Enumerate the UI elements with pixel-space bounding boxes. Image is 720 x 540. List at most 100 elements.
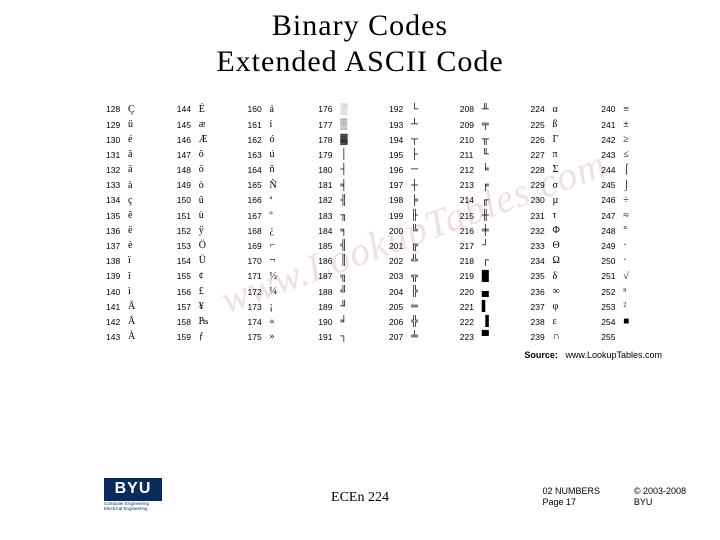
ascii-char: ╪ [482,226,500,236]
ascii-row: 147ô [177,148,242,163]
ascii-char: £ [199,287,217,297]
ascii-char: ö [199,165,217,175]
ascii-code: 162 [248,136,270,145]
ascii-code: 201 [389,242,411,251]
ascii-char: ê [128,211,146,221]
ascii-code: 200 [389,227,411,236]
ascii-row: 139î [106,269,171,284]
ascii-char: ≥ [623,135,641,145]
ascii-row: 156£ [177,284,242,299]
ascii-char: ò [199,181,217,191]
ascii-char: æ [199,120,217,130]
ascii-char: ╗ [340,272,358,282]
ascii-column: 144É145æ146Æ147ô148ö149ò150û151ù152ÿ153Ö… [177,102,242,345]
ascii-row: 203╦ [389,269,454,284]
ascii-char: ├ [411,150,429,160]
ascii-row: 130é [106,132,171,147]
ascii-char: ÿ [199,226,217,236]
ascii-char: ═ [411,302,429,312]
ascii-code: 216 [460,227,482,236]
ascii-char: ╔ [411,241,429,251]
ascii-code: 253 [601,303,623,312]
ascii-char: ╣ [340,241,358,251]
ascii-char: » [270,332,288,342]
ascii-char: ë [128,226,146,236]
ascii-code: 172 [248,288,270,297]
ascii-char: Φ [553,226,571,236]
ascii-code: 157 [177,303,199,312]
ascii-code: 150 [177,196,199,205]
copyright-bottom: BYU [634,497,686,508]
copyright-top: © 2003-2008 [634,486,686,497]
ascii-row: 195├ [389,148,454,163]
ascii-row: 148ö [177,163,242,178]
ascii-char: ü [128,120,146,130]
ascii-char: · [623,241,641,251]
ascii-row: 187╗ [318,269,383,284]
ascii-row: 223▀ [460,330,525,345]
ascii-code: 164 [248,166,270,175]
ascii-code: 142 [106,318,128,327]
ascii-row: 231τ [531,208,596,223]
ascii-char: ≈ [623,211,641,221]
ascii-code: 217 [460,242,482,251]
ascii-char: φ [553,302,571,312]
ascii-char: í [270,120,288,130]
ascii-code: 241 [601,121,623,130]
footer: BYU Computer Engineering Electrical Engi… [0,472,720,512]
ascii-code: 219 [460,272,482,281]
ascii-code: 153 [177,242,199,251]
ascii-code: 177 [318,121,340,130]
ascii-code: 128 [106,105,128,114]
ascii-char: ½ [270,272,288,282]
ascii-code: 215 [460,212,482,221]
ascii-row: 167º [248,208,313,223]
ascii-row: 229σ [531,178,596,193]
ascii-char: ╫ [482,211,500,221]
ascii-char: Γ [553,135,571,145]
ascii-code: 141 [106,303,128,312]
ascii-row: 165Ñ [248,178,313,193]
ascii-char: ± [623,120,641,130]
ascii-char: ╡ [340,181,358,191]
ascii-column: 160á161í162ó163ú164ñ165Ñ166ª167º168¿169⌐… [248,102,313,345]
ascii-row: 160á [248,102,313,117]
ascii-code: 156 [177,288,199,297]
ascii-code: 132 [106,166,128,175]
ascii-char: ╟ [411,211,429,221]
ascii-row: 202╩ [389,254,454,269]
ascii-code: 237 [531,303,553,312]
ascii-row: 198╞ [389,193,454,208]
ascii-char: ┘ [482,241,500,251]
ascii-row: 211╙ [460,148,525,163]
ascii-code: 198 [389,196,411,205]
ascii-code: 255 [601,333,623,342]
ascii-row: 204╠ [389,284,454,299]
ascii-code: 137 [106,242,128,251]
ascii-char: ¿ [270,226,288,236]
ascii-row: 247≈ [601,208,666,223]
ascii-code: 208 [460,105,482,114]
ascii-char: ª [270,196,288,206]
ascii-char: û [199,196,217,206]
ascii-row: 144É [177,102,242,117]
ascii-char: ² [623,302,641,312]
ascii-char: ▀ [482,332,500,342]
ascii-code: 196 [389,166,411,175]
ascii-char: ÷ [623,196,641,206]
ascii-code: 158 [177,318,199,327]
ascii-code: 166 [248,196,270,205]
ascii-row: 240≡ [601,102,666,117]
ascii-row: 158₧ [177,315,242,330]
ascii-char: ╦ [411,272,429,282]
ascii-char: ┐ [340,332,358,342]
ascii-char: ╩ [411,256,429,266]
ascii-char: Ç [128,105,146,115]
ascii-char: É [199,105,217,115]
ascii-code: 183 [318,212,340,221]
ascii-char: ∩ [553,332,571,342]
ascii-row: 197┼ [389,178,454,193]
ascii-code: 221 [460,303,482,312]
ascii-row: 150û [177,193,242,208]
ascii-char: ╘ [482,165,500,175]
